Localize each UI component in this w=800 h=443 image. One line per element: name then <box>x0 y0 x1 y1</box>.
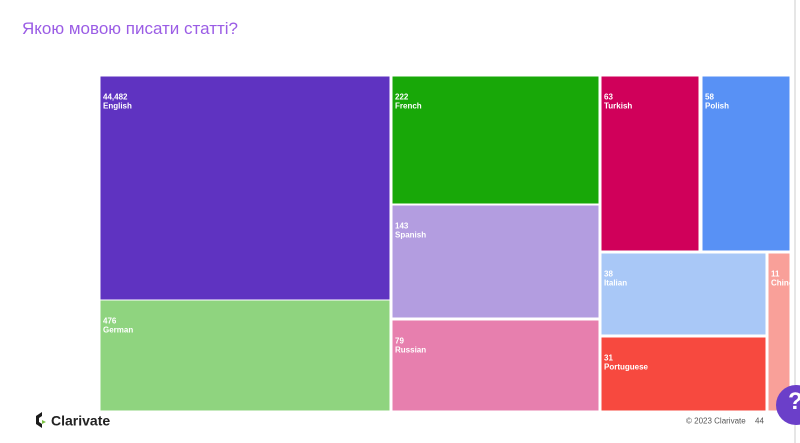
value-label: 143 <box>395 222 409 231</box>
value-label: 38 <box>604 270 613 279</box>
value-label: 222 <box>395 93 409 102</box>
tile <box>600 336 767 412</box>
tile <box>701 75 791 252</box>
help-button[interactable]: ? <box>776 385 800 425</box>
tile <box>391 75 600 205</box>
tile <box>600 75 700 252</box>
tile <box>99 75 391 301</box>
value-label: 44,482 <box>103 93 128 102</box>
slide-title: Якою мовою писати статті? <box>22 19 238 38</box>
tile <box>391 204 600 319</box>
category-label: Portuguese <box>604 363 649 372</box>
value-label: 476 <box>103 317 117 326</box>
page-number: 44 <box>755 417 764 426</box>
category-label: Spanish <box>395 231 426 240</box>
logo-icon <box>36 412 42 428</box>
tile <box>391 319 600 412</box>
logo-accent <box>42 420 46 424</box>
value-label: 31 <box>604 354 613 363</box>
tile <box>99 299 391 412</box>
help-circle[interactable] <box>776 385 800 425</box>
category-label: Russian <box>395 346 426 355</box>
category-label: German <box>103 326 133 335</box>
category-label: Turkish <box>604 102 632 111</box>
copyright: © 2023 Clarivate <box>686 417 746 426</box>
tile <box>600 252 767 336</box>
logo-text: Clarivate <box>51 412 110 428</box>
value-label: 79 <box>395 337 404 346</box>
category-label: Polish <box>705 102 729 111</box>
category-label: French <box>395 102 422 111</box>
value-label: 63 <box>604 93 613 102</box>
value-label: 58 <box>705 93 714 102</box>
category-label: English <box>103 102 132 111</box>
category-label: Italian <box>604 279 627 288</box>
value-label: 11 <box>771 270 780 279</box>
help-label[interactable]: ? <box>788 388 800 415</box>
category-label: Chinese <box>771 279 800 288</box>
logo: Clarivate <box>36 412 110 428</box>
